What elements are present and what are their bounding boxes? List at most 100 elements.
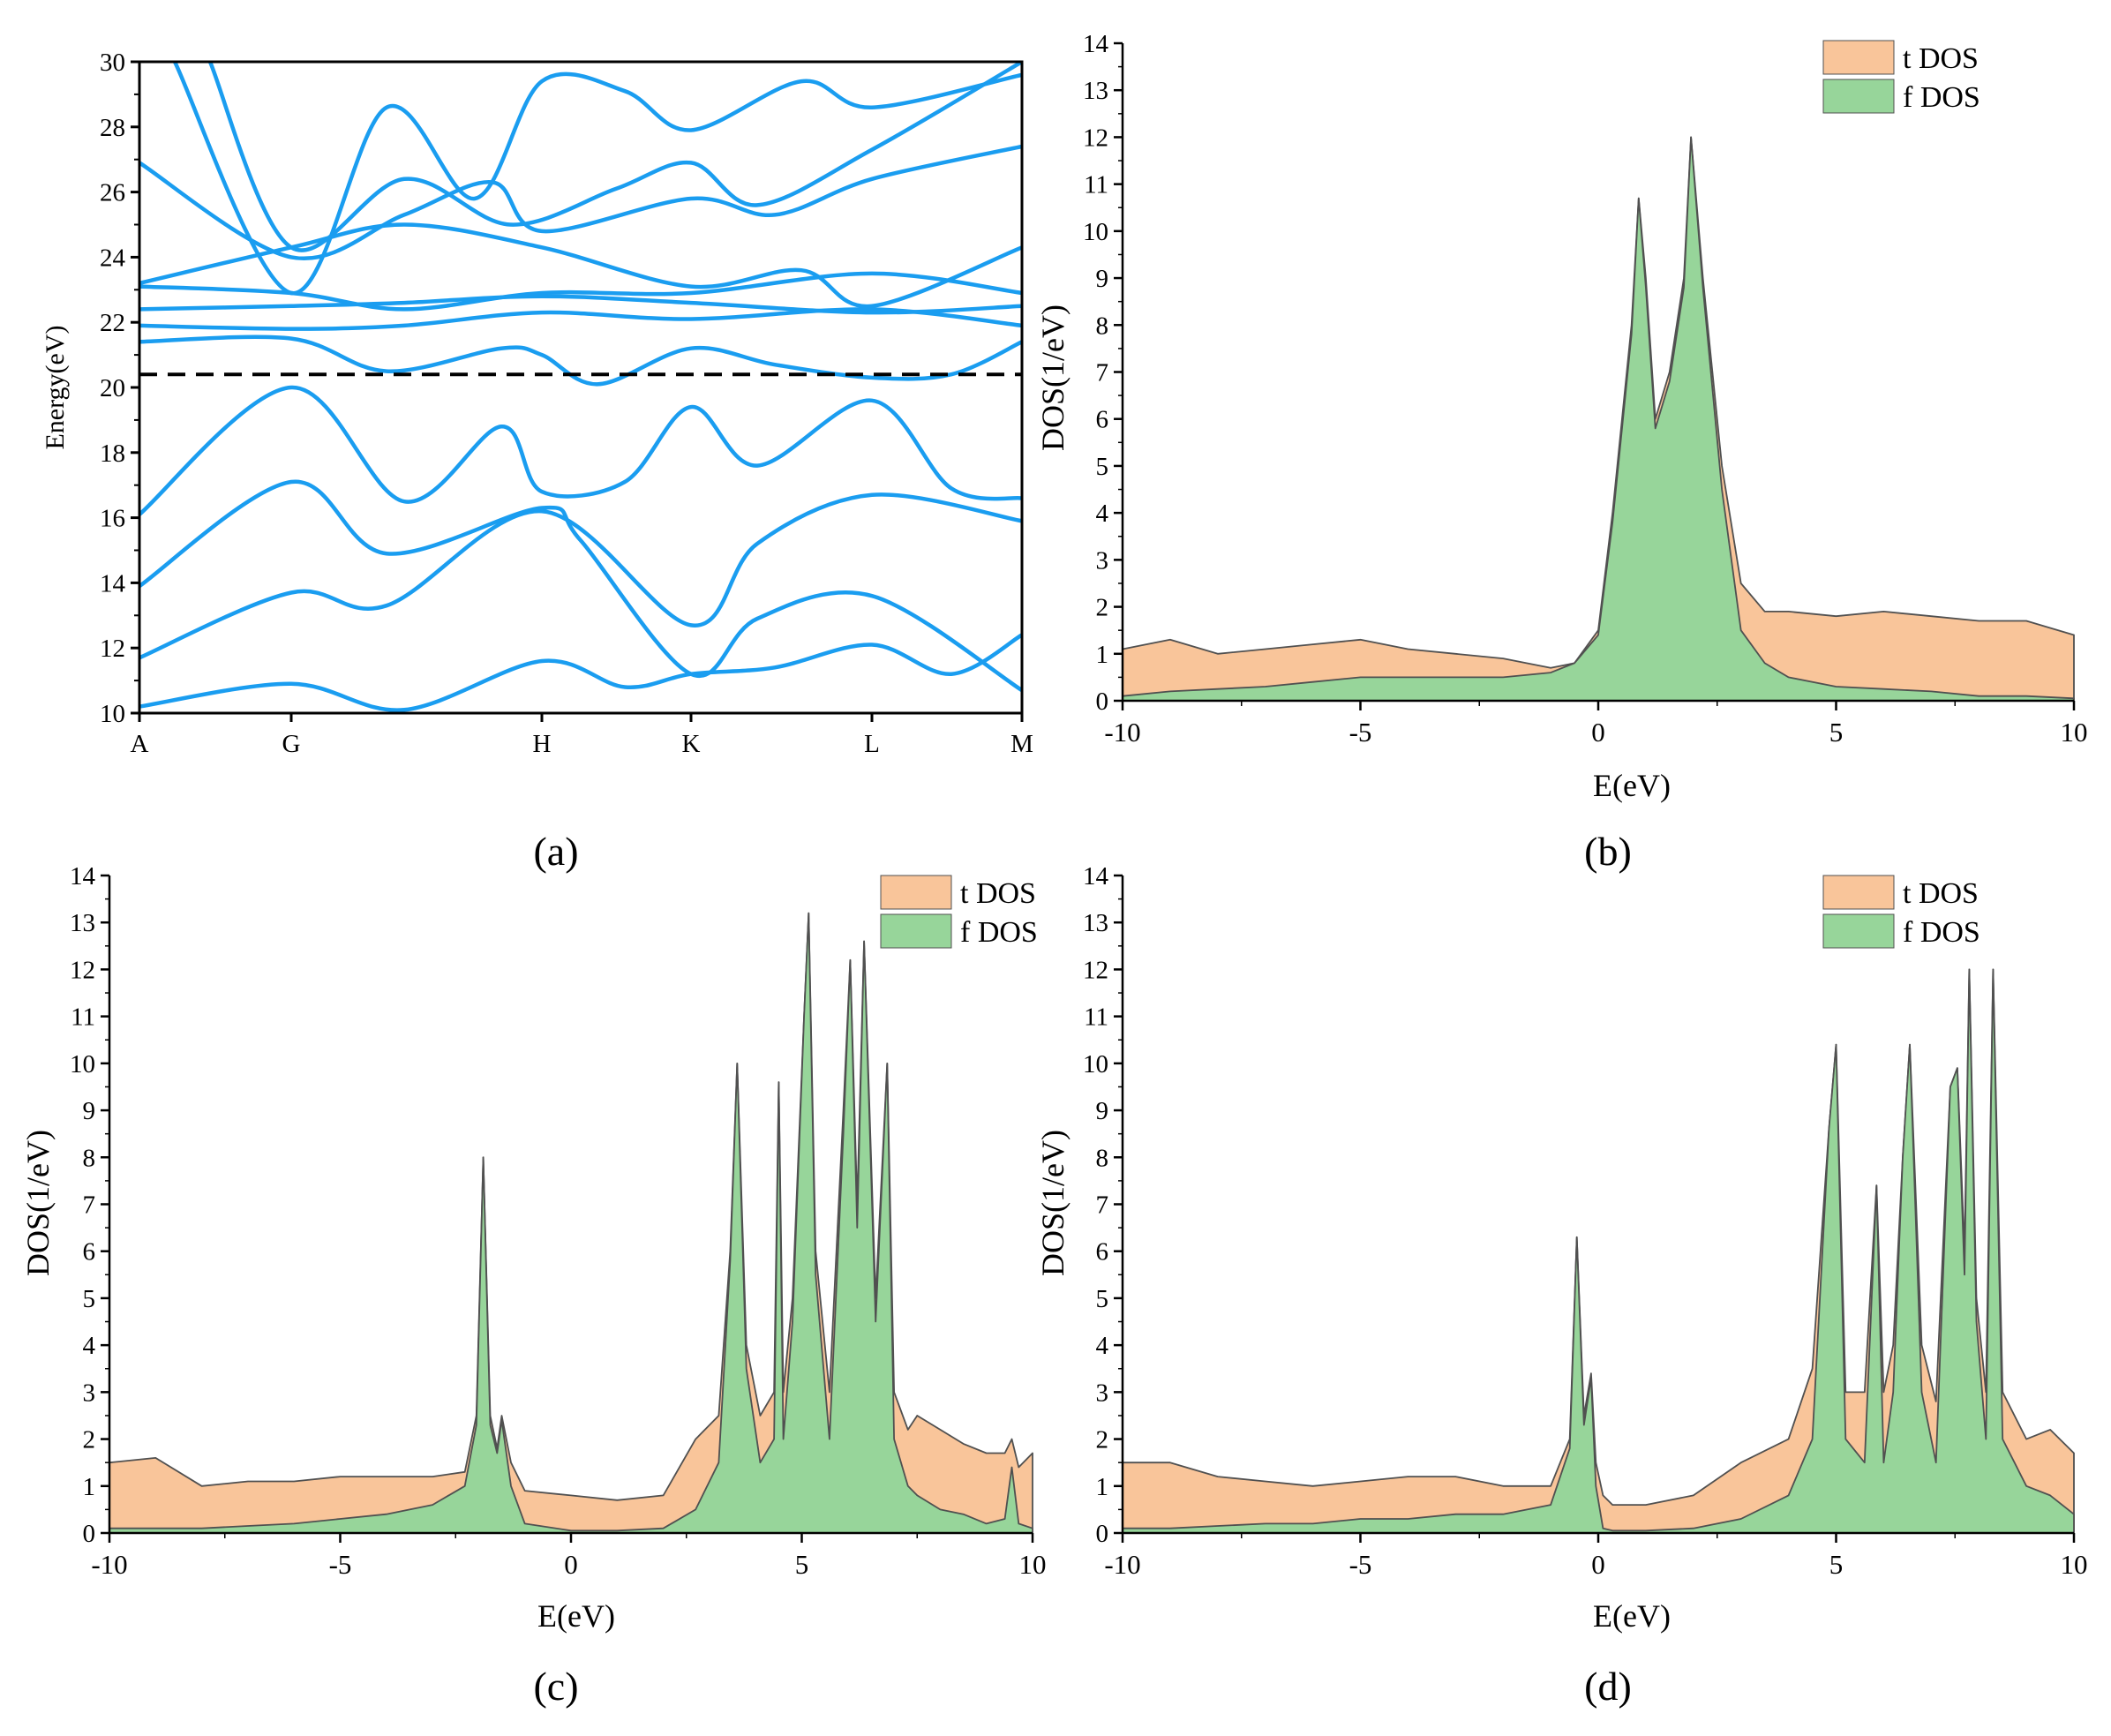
y-tick-label: 14 (70, 862, 96, 891)
x-tick-label: -10 (1104, 717, 1140, 748)
panel-label-b: (b) (1584, 829, 1632, 874)
y-tick-label: 12 (1083, 124, 1108, 152)
y-tick-label: 8 (1096, 1144, 1109, 1172)
y-tick-label: 13 (1083, 909, 1108, 937)
band-line (172, 62, 1022, 296)
legend-label-tdos: t DOS (1903, 42, 1979, 75)
y-tick-label: 0 (1096, 1520, 1109, 1548)
plot-area (139, 62, 1022, 713)
y-tick-label: 10 (1083, 218, 1108, 246)
tdos-area (1122, 136, 2075, 702)
x-tick-label: M (1010, 730, 1033, 758)
y-tick-label: 12 (70, 956, 95, 984)
fdos-area (1122, 136, 2075, 702)
panel-label-c: (c) (533, 1664, 578, 1709)
y-tick-label: 13 (70, 909, 95, 937)
y-tick-label: 6 (1096, 406, 1109, 434)
y-tick-label: 0 (83, 1520, 96, 1548)
y-tick-label: 7 (83, 1191, 96, 1220)
x-tick-label: 5 (795, 1549, 809, 1580)
y-tick-label: 3 (1096, 546, 1109, 575)
x-axis-label-d: E(eV) (1593, 1598, 1671, 1634)
y-tick-label: 4 (83, 1332, 96, 1360)
band-line (139, 222, 1022, 309)
x-tick-label: 10 (2061, 717, 2088, 748)
panel-label-d: (d) (1584, 1664, 1632, 1709)
y-tick-label: 12 (1083, 956, 1108, 984)
legend-swatch-tdos (1822, 40, 1895, 75)
x-tick-label: G (282, 730, 301, 758)
panel-label-a: (a) (533, 829, 578, 874)
fdos-area (109, 912, 1033, 1534)
x-tick-label: 5 (1829, 717, 1844, 748)
y-tick-label: 9 (1096, 265, 1109, 293)
legend-label-fdos: f DOS (1903, 81, 1980, 114)
y-axis-ticks: 10 12 14 16 18 20 22 24 26 28 30 (100, 49, 139, 728)
band-line (139, 334, 1022, 387)
legend-d: t DOS f DOS (1822, 875, 1980, 949)
y-tick-label: 30 (100, 49, 125, 77)
x-tick-label: -10 (91, 1549, 127, 1580)
y-axis-label-c: DOS(1/eV) (20, 1130, 56, 1276)
y-tick-label: 20 (100, 374, 125, 402)
x-tick-label: A (131, 730, 149, 758)
legend-swatch-tdos (1822, 875, 1895, 910)
y-tick-label: 5 (83, 1285, 96, 1313)
band-line (207, 62, 1022, 252)
y-tick-label: 3 (1096, 1379, 1109, 1407)
x-tick-label: 10 (1019, 1549, 1047, 1580)
legend-label-fdos: f DOS (1903, 916, 1980, 949)
y-axis-label-d: DOS(1/eV) (1035, 1130, 1071, 1276)
x-tick-label: -5 (1349, 717, 1372, 748)
y-tick-label: 2 (83, 1426, 96, 1454)
y-tick-label: 14 (1083, 862, 1109, 891)
legend-c: t DOS f DOS (880, 875, 1038, 949)
y-tick-label: 4 (1096, 500, 1109, 528)
legend-swatch-fdos (1822, 913, 1895, 949)
y-tick-label: 4 (1096, 1332, 1109, 1360)
y-tick-label: 7 (1096, 1191, 1109, 1220)
x-tick-label: 0 (1591, 1549, 1605, 1580)
y-tick-label: 5 (1096, 453, 1109, 481)
band-line (139, 385, 1022, 516)
y-tick-label: 1 (1096, 1473, 1109, 1501)
band-line (139, 307, 1022, 331)
x-axis-label-b: E(eV) (1593, 768, 1671, 803)
legend-swatch-fdos (880, 913, 952, 949)
legend-label-tdos: t DOS (1903, 877, 1979, 910)
y-tick-label: 2 (1096, 1426, 1109, 1454)
x-axis-label-c: E(eV) (537, 1598, 615, 1634)
y-tick-label: 1 (1096, 641, 1109, 669)
y-tick-label: 9 (83, 1097, 96, 1125)
legend-label-fdos: f DOS (960, 916, 1038, 949)
x-tick-label: 5 (1829, 1549, 1844, 1580)
y-axis-label: Energy(eV) (41, 325, 70, 449)
x-tick-label: -5 (1349, 1549, 1372, 1580)
y-tick-label: 18 (100, 440, 125, 468)
y-tick-label: 10 (100, 700, 125, 728)
fdos-area (1122, 968, 2075, 1534)
y-tick-label: 11 (1084, 171, 1108, 199)
x-tick-label: -10 (1104, 1549, 1140, 1580)
x-tick-label: 0 (1591, 717, 1605, 748)
x-tick-label: L (864, 730, 880, 758)
y-tick-label: 13 (1083, 77, 1108, 105)
y-tick-label: 16 (100, 505, 125, 533)
y-tick-label: 26 (100, 179, 125, 207)
y-tick-label: 6 (83, 1238, 96, 1266)
x-tick-label: -5 (329, 1549, 352, 1580)
y-tick-label: 9 (1096, 1097, 1109, 1125)
y-tick-label: 24 (100, 244, 126, 272)
y-tick-label: 2 (1096, 594, 1109, 622)
band-line (139, 633, 1022, 712)
y-tick-label: 14 (100, 569, 126, 597)
x-tick-label: 10 (2061, 1549, 2088, 1580)
y-tick-label: 10 (70, 1050, 95, 1078)
